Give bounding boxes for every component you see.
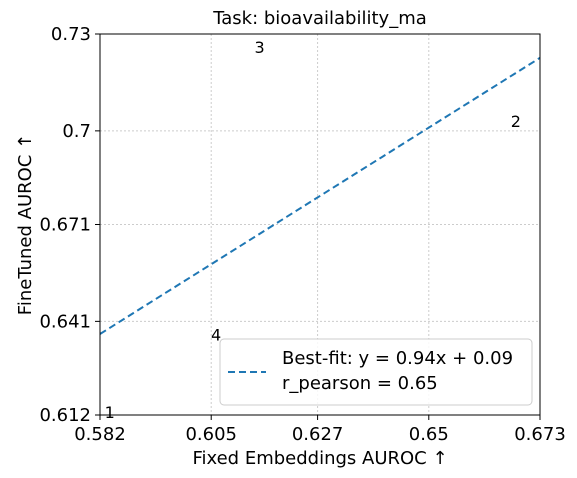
point-label-3: 3 [254,38,264,57]
y-tick-label: 0.671 [39,215,91,236]
y-tick-label: 0.7 [62,121,91,142]
x-axis-label: Fixed Embeddings AUROC ↑ [192,448,447,469]
y-axis-label: FineTuned AUROC ↑ [15,134,36,315]
legend-pearson-r: r_pearson = 0.65 [282,373,438,394]
point-labels: 1 2 3 4 [105,38,521,422]
chart-title: Task: bioavailability_ma [212,8,427,29]
x-tick-label: 0.582 [74,424,126,445]
y-tick-label: 0.73 [51,24,91,45]
y-tick-label: 0.641 [39,311,91,332]
best-fit-line [99,56,541,335]
x-tick-label: 0.605 [185,424,237,445]
point-label-2: 2 [511,112,521,131]
legend-fit-equation: Best-fit: y = 0.94x + 0.09 [282,348,513,369]
axis-ticks: 0.582 0.605 0.627 0.65 0.673 0.612 0.641 0.671 0… [39,24,565,445]
point-label-4: 4 [211,325,221,344]
y-tick-label: 0.612 [39,405,91,426]
legend: Best-fit: y = 0.94x + 0.09 r_pearson = 0… [219,338,533,406]
fit-line-layer [99,56,541,335]
x-tick-label: 0.65 [409,424,449,445]
x-tick-label: 0.627 [292,424,344,445]
x-tick-label: 0.673 [514,424,566,445]
legend-box [219,338,533,406]
point-label-1: 1 [105,403,115,422]
